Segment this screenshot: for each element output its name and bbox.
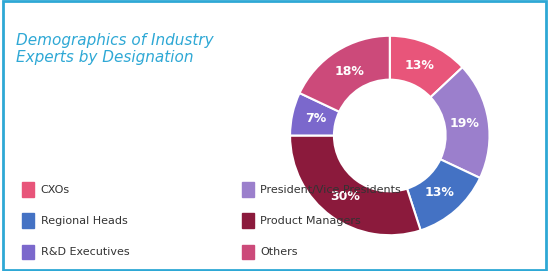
Wedge shape	[430, 67, 490, 178]
Text: 18%: 18%	[334, 65, 364, 78]
Wedge shape	[407, 159, 480, 230]
Text: 30%: 30%	[330, 190, 360, 203]
Wedge shape	[290, 93, 339, 136]
Text: 13%: 13%	[425, 186, 455, 199]
Text: 7%: 7%	[305, 112, 327, 125]
Text: Product Managers: Product Managers	[260, 216, 361, 226]
Wedge shape	[390, 36, 462, 97]
Wedge shape	[300, 36, 390, 112]
Text: Demographics of Industry
Experts by Designation: Demographics of Industry Experts by Desi…	[16, 33, 214, 65]
Text: President/Vice Presidents: President/Vice Presidents	[260, 185, 401, 195]
Text: 13%: 13%	[405, 59, 435, 72]
Wedge shape	[290, 136, 421, 235]
Text: Others: Others	[260, 247, 298, 257]
Text: 19%: 19%	[450, 117, 480, 130]
Text: R&D Executives: R&D Executives	[41, 247, 129, 257]
Text: CXOs: CXOs	[41, 185, 70, 195]
Text: Regional Heads: Regional Heads	[41, 216, 127, 226]
